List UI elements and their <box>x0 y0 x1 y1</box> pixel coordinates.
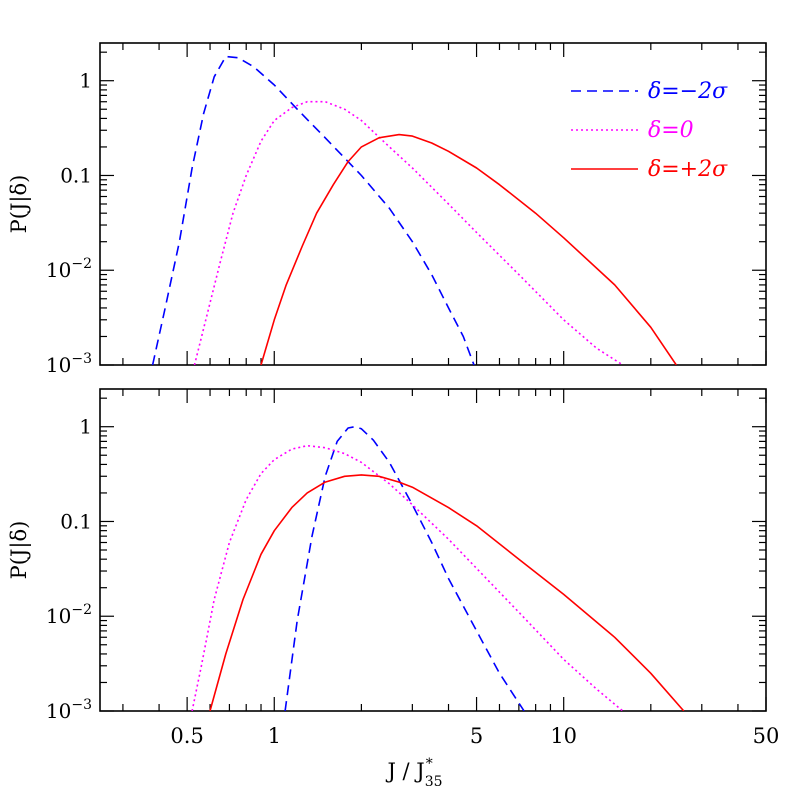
y-tick-label: 10−3 <box>46 697 92 723</box>
y-axis-label: P(J|δ) <box>7 175 32 234</box>
x-tick-label: 0.5 <box>170 724 203 748</box>
x-tick-label: 1 <box>268 724 281 748</box>
top-panel: 1 0.1 10−2 10−3 P(J|δ) δ=−2σ δ=0 δ=+2σ <box>7 42 767 377</box>
y-axis-label: P(J|δ) <box>7 521 32 580</box>
plot-frame <box>99 388 767 712</box>
y-tick-label: 0.1 <box>60 163 92 187</box>
x-tick-label: 50 <box>753 724 780 748</box>
y-tick-label: 10−2 <box>46 602 92 628</box>
series-line-2-dashed <box>284 425 525 711</box>
series-line-0-dotted <box>191 444 624 711</box>
x-tick-label: 10 <box>550 724 577 748</box>
legend-entry: δ=+2σ <box>648 157 728 182</box>
x-axis-label: J / J* 35 <box>385 756 442 790</box>
series-line-0-dotted <box>193 100 624 365</box>
y-tick-label: 0.1 <box>60 509 92 533</box>
y-tick-label: 10−3 <box>46 351 92 377</box>
y-tick-label: 1 <box>79 415 92 439</box>
y-tick-label: 10−2 <box>46 256 92 282</box>
x-tick-label: 5 <box>470 724 483 748</box>
legend: δ=−2σ δ=0 δ=+2σ <box>571 79 728 182</box>
series-line-2-solid <box>209 474 685 711</box>
series-line-2-dashed <box>151 55 475 365</box>
legend-entry: δ=0 <box>648 118 694 143</box>
legend-entry: δ=−2σ <box>648 79 728 104</box>
series-line-2-solid <box>260 133 677 365</box>
bottom-panel: 1 0.1 10−2 10−3 0.5 1 5 10 50 P(J|δ) J / J* 35 <box>7 388 780 790</box>
y-tick-label: 1 <box>79 69 92 93</box>
